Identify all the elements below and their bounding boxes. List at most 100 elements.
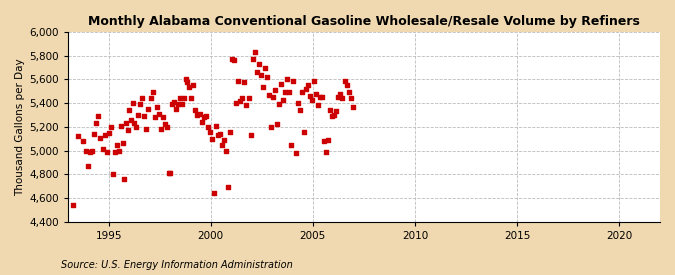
Point [274, 102, 285, 106]
Point [278, 97, 289, 102]
Point [209, 191, 219, 196]
Point [290, 151, 301, 155]
Point [323, 138, 333, 142]
Point [237, 96, 248, 101]
Point [243, 96, 254, 101]
Point [105, 125, 116, 129]
Point [139, 114, 150, 118]
Point [113, 148, 124, 153]
Y-axis label: Thousand Gallons per Day: Thousand Gallons per Day [15, 58, 25, 196]
Point [231, 101, 242, 105]
Point [235, 98, 246, 103]
Point [155, 127, 166, 131]
Point [296, 90, 307, 95]
Point [315, 95, 325, 99]
Point [161, 125, 172, 129]
Point [157, 115, 168, 120]
Point [115, 123, 126, 128]
Point [73, 134, 84, 139]
Point [251, 70, 262, 75]
Point [169, 100, 180, 104]
Point [117, 141, 128, 146]
Point [345, 96, 356, 101]
Point [85, 150, 96, 154]
Point [259, 65, 270, 70]
Point [99, 133, 110, 137]
Point [87, 148, 98, 153]
Point [182, 79, 192, 84]
Point [306, 97, 317, 102]
Point [188, 83, 199, 87]
Point [337, 96, 348, 101]
Point [184, 84, 194, 89]
Point [317, 95, 327, 99]
Point [339, 78, 350, 83]
Point [131, 125, 142, 129]
Point [321, 150, 331, 154]
Point [276, 82, 287, 86]
Point [217, 142, 227, 147]
Point [91, 121, 102, 125]
Point [151, 104, 162, 109]
Point [327, 114, 338, 118]
Point [255, 72, 266, 77]
Point [175, 96, 186, 101]
Point [200, 114, 211, 118]
Point [335, 91, 346, 96]
Point [107, 172, 118, 177]
Point [223, 185, 234, 189]
Point [83, 164, 94, 168]
Point [257, 84, 268, 89]
Point [101, 150, 112, 154]
Point [167, 102, 178, 106]
Point [181, 77, 192, 82]
Point [119, 177, 130, 181]
Point [159, 122, 170, 127]
Point [68, 203, 78, 207]
Point [229, 58, 240, 63]
Point [179, 96, 190, 101]
Point [325, 108, 335, 112]
Point [165, 171, 176, 175]
Point [249, 50, 260, 54]
Point [190, 108, 201, 112]
Point [280, 90, 291, 95]
Point [177, 102, 188, 106]
Point [141, 127, 152, 131]
Point [192, 113, 203, 117]
Point [123, 128, 134, 133]
Point [149, 115, 160, 120]
Point [282, 77, 293, 82]
Point [137, 96, 148, 101]
Point [247, 57, 258, 61]
Text: Source: U.S. Energy Information Administration: Source: U.S. Energy Information Administ… [61, 260, 292, 270]
Point [173, 102, 184, 106]
Point [196, 120, 207, 124]
Point [245, 133, 256, 137]
Point [163, 171, 174, 175]
Point [227, 57, 238, 61]
Point [133, 113, 144, 117]
Point [202, 125, 213, 129]
Point [263, 93, 274, 97]
Title: Monthly Alabama Conventional Gasoline Wholesale/Resale Volume by Refiners: Monthly Alabama Conventional Gasoline Wh… [88, 15, 640, 28]
Point [97, 147, 108, 152]
Point [225, 129, 236, 134]
Point [129, 121, 140, 125]
Point [143, 107, 154, 111]
Point [239, 79, 250, 84]
Point [205, 129, 215, 134]
Point [331, 109, 342, 114]
Point [310, 91, 321, 96]
Point [213, 133, 223, 137]
Point [186, 96, 196, 101]
Point [111, 142, 122, 147]
Point [286, 142, 297, 147]
Point [215, 132, 225, 136]
Point [329, 113, 340, 117]
Point [304, 94, 315, 98]
Point [341, 83, 352, 87]
Point [219, 138, 230, 142]
Point [313, 103, 323, 108]
Point [253, 62, 264, 66]
